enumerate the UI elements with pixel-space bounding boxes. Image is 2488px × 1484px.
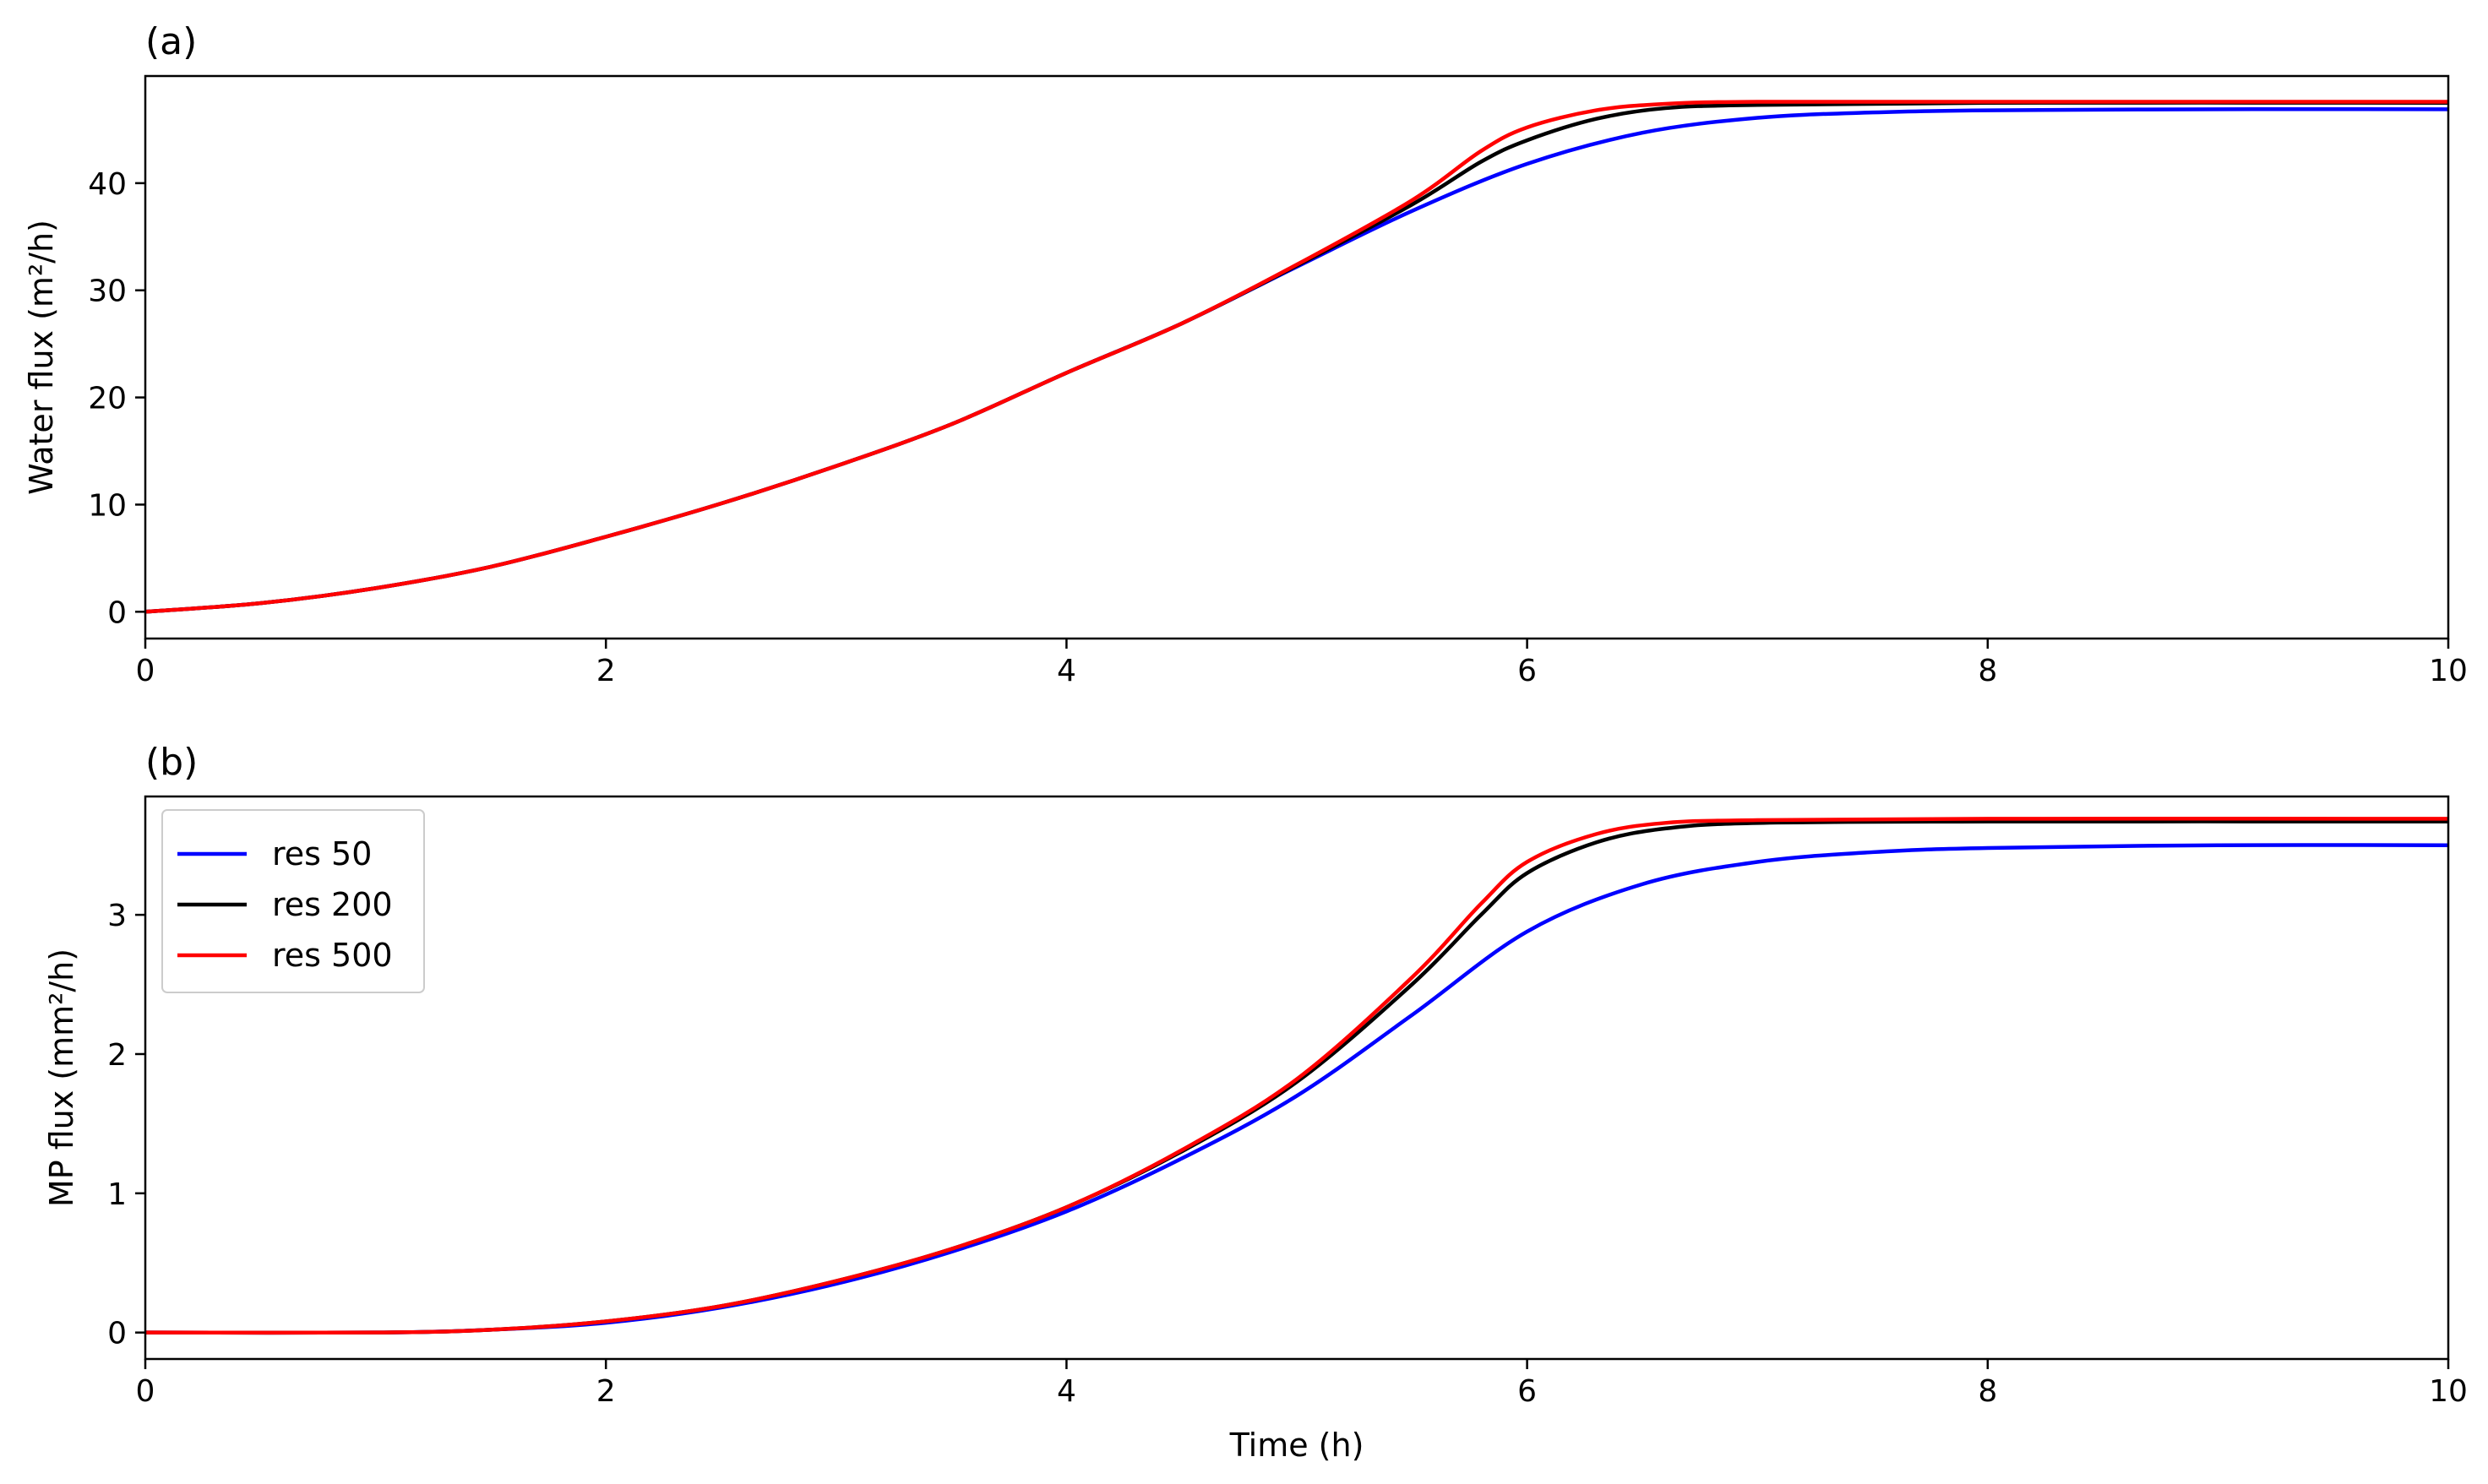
x-axis-label: Time (h)	[1229, 1427, 1364, 1464]
x-tick-label: 4	[1057, 654, 1076, 688]
legend-label: res 500	[272, 937, 393, 974]
y-tick-label: 40	[88, 167, 127, 202]
series-line-res-500	[145, 100, 2448, 614]
plot-frame	[144, 74, 2450, 640]
panel-a: 0 2 4 6 8 10 0 10 20 30 40 (a) Water flux (m²/h)	[23, 20, 2468, 688]
y-tick-label: 0	[107, 1317, 127, 1351]
y-tick-label: 20	[88, 382, 127, 416]
x-tick-label: 0	[136, 1374, 155, 1409]
x-tick-label: 8	[1978, 654, 1997, 688]
y-axis-label: MP flux (mm²/h)	[43, 949, 80, 1207]
plot-frame	[144, 795, 2450, 1361]
x-tick-label: 2	[596, 654, 616, 688]
x-tick-label: 2	[596, 1374, 616, 1409]
y-tick-label: 2	[107, 1038, 127, 1073]
legend: res 50 res 200 res 500	[161, 809, 425, 993]
x-tick-label: 0	[136, 654, 155, 688]
y-tick-label: 30	[88, 275, 127, 309]
series-group	[145, 817, 2448, 1335]
x-tick-label: 8	[1978, 1374, 1997, 1409]
x-tick-label: 6	[1517, 1374, 1537, 1409]
series-group	[145, 100, 2448, 614]
legend-label: res 50	[272, 835, 372, 872]
x-tick-label: 10	[2429, 654, 2468, 688]
y-tick-label: 3	[107, 899, 127, 933]
series-line-res-50	[145, 106, 2448, 614]
y-tick-label: 0	[107, 595, 127, 630]
x-tick-label: 10	[2429, 1374, 2468, 1409]
series-line-res-500	[145, 817, 2448, 1335]
panel-b: 0 2 4 6 8 10 0 1 2 3 (b) MP flux (mm²/h) Time (h) res…	[43, 741, 2468, 1464]
x-tick-label: 6	[1517, 654, 1537, 688]
y-axis-label: Water flux (m²/h)	[23, 220, 60, 495]
panel-label: (a)	[145, 20, 197, 63]
series-line-res-50	[145, 843, 2448, 1335]
panel-label: (b)	[145, 741, 198, 784]
legend-label: res 200	[272, 886, 393, 923]
series-line-res-200	[145, 101, 2448, 614]
x-tick-label: 4	[1057, 1374, 1076, 1409]
y-tick-label: 10	[88, 488, 127, 523]
y-tick-label: 1	[107, 1177, 127, 1212]
